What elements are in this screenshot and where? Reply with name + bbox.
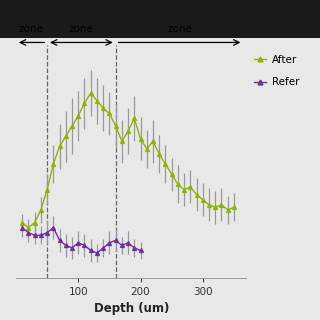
Text: zone: zone xyxy=(18,24,43,34)
Legend: After, Refer: After, Refer xyxy=(254,55,299,87)
Text: zone: zone xyxy=(167,24,192,34)
X-axis label: Depth (um): Depth (um) xyxy=(93,301,169,315)
Text: zone: zone xyxy=(69,24,94,34)
